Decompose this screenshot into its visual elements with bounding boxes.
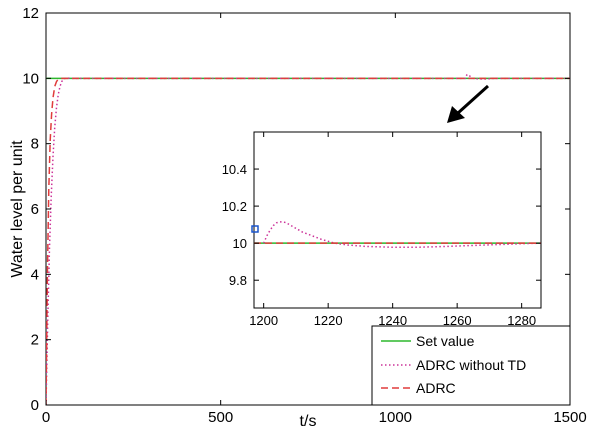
inset-x-tick-label: 1220 (314, 313, 343, 328)
inset-y-tick-label: 10 (233, 236, 247, 251)
legend: Set value ADRC without TD ADRC (371, 325, 571, 406)
main-y-tick-label: 2 (31, 332, 39, 349)
x-axis-label: t/s (300, 413, 317, 430)
inset-y-tick-label: 10.4 (222, 162, 247, 177)
legend-label-adrc: ADRC (416, 380, 456, 396)
legend-label-set-value: Set value (416, 333, 475, 349)
main-x-tick-label: 1000 (379, 409, 412, 426)
y-axis-label: Water level per unit (9, 140, 26, 278)
inset-x-tick-label: 1240 (378, 313, 407, 328)
main-y-tick-label: 4 (31, 266, 39, 283)
inset-x-tick-label: 1280 (507, 313, 536, 328)
inset-x-tick-label: 1200 (249, 313, 278, 328)
inset-plot-area (253, 131, 542, 309)
main-x-tick-label: 500 (208, 409, 233, 426)
arrow-icon (447, 84, 490, 123)
main-series-adrc (46, 77, 570, 405)
inset-start-marker (251, 225, 259, 233)
inset-x-tick-label: 1260 (443, 313, 472, 328)
main-x-tick-label: 1500 (553, 409, 586, 426)
legend-label-adrc-without-td: ADRC without TD (416, 357, 526, 373)
main-y-tick-label: 0 (31, 397, 39, 414)
main-y-tick-label: 8 (31, 136, 39, 153)
main-y-tick-label: 6 (31, 201, 39, 218)
inset-series-group (254, 221, 541, 248)
main-x-tick-label: 0 (42, 409, 50, 426)
main-y-tick-label: 10 (22, 70, 39, 87)
main-y-tick-label: 12 (22, 5, 39, 22)
inset-tick-group: 1200 1220 1240 1260 1280 9.8 10 10.2 10.4 (222, 132, 541, 328)
main-series-group (46, 73, 570, 405)
inset-y-tick-label: 9.8 (229, 273, 247, 288)
inset-y-tick-label: 10.2 (222, 199, 247, 214)
